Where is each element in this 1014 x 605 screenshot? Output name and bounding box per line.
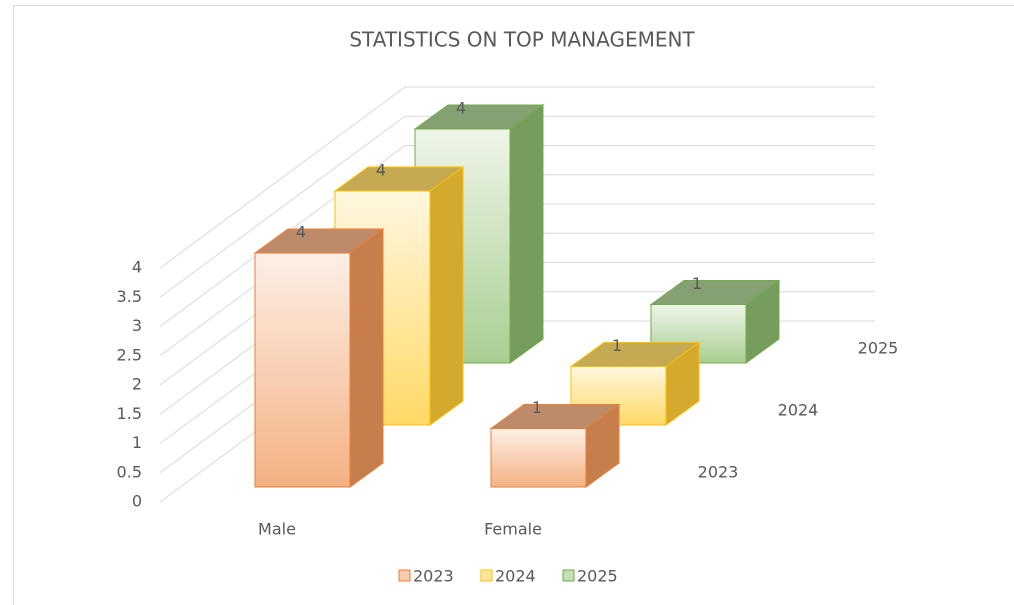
y-tick-label: 3 <box>132 316 142 335</box>
bar <box>254 252 351 488</box>
bar-side <box>509 104 544 364</box>
y-tick-label: 2 <box>132 375 142 394</box>
data-label: 1 <box>532 398 542 417</box>
legend-label: 2025 <box>577 567 618 586</box>
y-tick-label: 0 <box>132 492 142 511</box>
legend-label: 2024 <box>495 567 536 586</box>
legend-swatch <box>398 569 411 582</box>
grid-line <box>159 145 875 327</box>
data-label: 4 <box>296 223 306 242</box>
depth-label: 2025 <box>858 339 899 358</box>
grid-line <box>159 115 875 298</box>
grid-line <box>159 86 875 269</box>
bar-side <box>349 228 384 488</box>
legend-label: 2023 <box>413 567 454 586</box>
y-tick-label: 2.5 <box>117 345 142 364</box>
data-label: 4 <box>456 99 466 118</box>
chart-title: STATISTICS ON TOP MANAGEMENT <box>349 28 695 52</box>
x-tick-label: Female <box>484 520 542 539</box>
depth-label: 2023 <box>698 463 739 482</box>
x-tick-label: Male <box>258 520 296 539</box>
legend-swatch <box>480 569 493 582</box>
y-tick-label: 1 <box>132 433 142 452</box>
y-tick-label: 1.5 <box>117 404 142 423</box>
bar-side <box>429 166 464 426</box>
depth-label: 2024 <box>778 401 819 420</box>
y-tick-label: 0.5 <box>117 462 142 481</box>
bar <box>490 428 587 488</box>
y-tick-label: 4 <box>132 258 142 277</box>
data-label: 4 <box>376 161 386 180</box>
data-label: 1 <box>692 274 702 293</box>
legend-swatch <box>562 569 575 582</box>
data-label: 1 <box>612 336 622 355</box>
y-tick-label: 3.5 <box>117 287 142 306</box>
